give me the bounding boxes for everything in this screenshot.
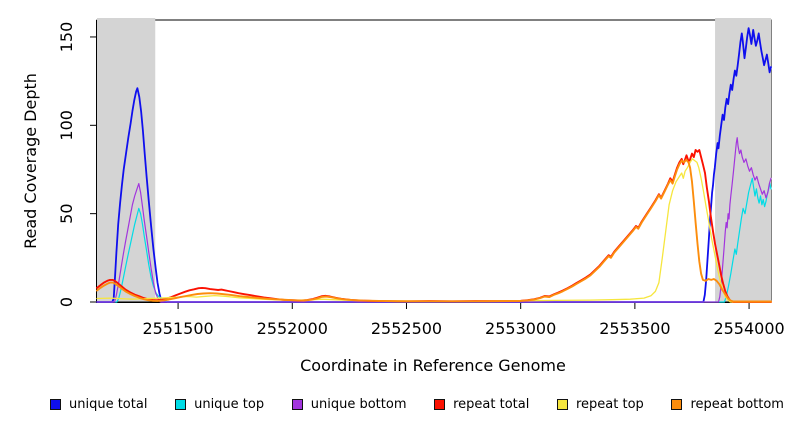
legend-label: repeat top bbox=[576, 396, 644, 412]
x-axis-title: Coordinate in Reference Genome bbox=[300, 356, 566, 375]
y-tick-label: 150 bbox=[57, 22, 76, 53]
series-line-unique-top bbox=[96, 177, 772, 303]
legend-label: repeat bottom bbox=[690, 396, 784, 412]
repeat-total-swatch-icon bbox=[434, 398, 446, 410]
shaded-region bbox=[97, 18, 156, 302]
legend-item-unique-total: unique total bbox=[50, 397, 147, 412]
y-tick-label: 100 bbox=[57, 110, 76, 141]
series-line-repeat-total bbox=[96, 149, 772, 303]
x-tick-label: 2553500 bbox=[599, 319, 670, 338]
series-line-unique-bottom bbox=[96, 137, 772, 303]
x-tick-label: 2551500 bbox=[142, 319, 213, 338]
x-tick-label: 2554000 bbox=[713, 319, 784, 338]
legend-label: unique total bbox=[69, 396, 148, 412]
unique-bottom-swatch-icon bbox=[291, 398, 303, 410]
x-tick-label: 2552000 bbox=[257, 319, 328, 338]
legend-item-unique-top: unique top bbox=[175, 397, 264, 412]
legend-item-repeat-bottom: repeat bottom bbox=[671, 397, 784, 412]
coverage-chart: 2551500 2552000 2552500 2553000 2553500 25540… bbox=[21, 18, 785, 375]
legend-item-repeat-top: repeat top bbox=[557, 397, 644, 412]
series-line-repeat-bottom bbox=[96, 158, 772, 303]
plot-area: 2551500 2552000 2552500 2553000 2553500 25540… bbox=[57, 18, 785, 338]
y-axis-title: Read Coverage Depth bbox=[21, 73, 40, 249]
repeat-top-swatch-icon bbox=[557, 398, 568, 410]
series-line-repeat-top bbox=[96, 158, 772, 303]
x-tick-label: 2553000 bbox=[485, 319, 556, 338]
plot-border bbox=[96, 19, 772, 303]
y-tick-label: 50 bbox=[57, 203, 76, 223]
legend: unique total unique top unique bottom re… bbox=[0, 392, 792, 416]
legend-label: unique bottom bbox=[310, 396, 407, 412]
unique-top-swatch-icon bbox=[175, 398, 187, 410]
legend-label: unique top bbox=[194, 396, 265, 412]
repeat-bottom-swatch-icon bbox=[671, 398, 683, 410]
unique-total-swatch-icon bbox=[50, 398, 61, 410]
y-tick-label: 0 bbox=[57, 297, 76, 307]
legend-label: repeat total bbox=[453, 396, 530, 412]
legend-item-unique-bottom: unique bottom bbox=[291, 396, 407, 412]
series-line-unique-total bbox=[96, 27, 772, 303]
legend-item-repeat-total: repeat total bbox=[434, 397, 529, 412]
x-tick-label: 2552500 bbox=[371, 319, 442, 338]
